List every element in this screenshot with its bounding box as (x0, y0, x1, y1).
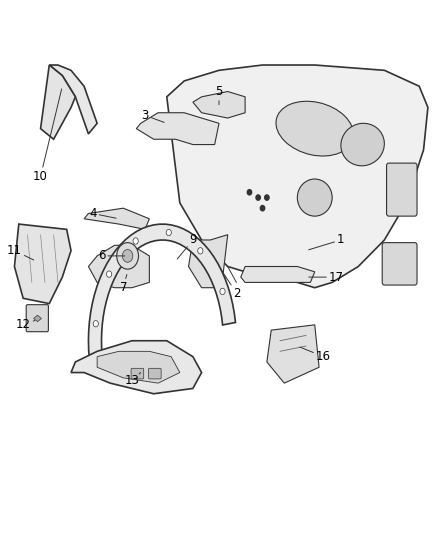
FancyBboxPatch shape (26, 305, 48, 332)
Circle shape (133, 238, 138, 244)
Polygon shape (267, 325, 319, 383)
Polygon shape (97, 351, 180, 383)
Circle shape (220, 288, 225, 295)
Text: 3: 3 (141, 109, 164, 123)
Text: 10: 10 (33, 89, 62, 183)
Polygon shape (41, 65, 75, 139)
Text: 6: 6 (98, 249, 125, 262)
Circle shape (93, 320, 99, 327)
Polygon shape (193, 92, 245, 118)
Circle shape (122, 249, 133, 262)
Text: 11: 11 (7, 244, 34, 260)
Polygon shape (136, 113, 219, 144)
FancyBboxPatch shape (387, 163, 417, 216)
Circle shape (166, 229, 171, 236)
Polygon shape (34, 316, 42, 321)
Polygon shape (188, 235, 228, 288)
Circle shape (265, 195, 269, 200)
Text: 7: 7 (120, 274, 127, 294)
Circle shape (106, 271, 112, 277)
Circle shape (260, 206, 265, 211)
FancyBboxPatch shape (382, 243, 417, 285)
Text: 4: 4 (89, 207, 116, 220)
Polygon shape (14, 224, 71, 304)
Circle shape (256, 195, 260, 200)
Circle shape (117, 243, 138, 269)
FancyBboxPatch shape (131, 368, 144, 379)
Polygon shape (84, 208, 149, 229)
Ellipse shape (297, 179, 332, 216)
Polygon shape (167, 65, 428, 288)
Text: 16: 16 (300, 347, 331, 363)
Polygon shape (88, 224, 236, 359)
Text: 1: 1 (309, 233, 345, 250)
FancyBboxPatch shape (148, 368, 161, 379)
Ellipse shape (276, 101, 353, 156)
Circle shape (198, 248, 203, 254)
Text: 2: 2 (220, 269, 240, 300)
Ellipse shape (341, 123, 385, 166)
Text: 5: 5 (215, 85, 223, 104)
Polygon shape (88, 245, 149, 288)
Polygon shape (241, 266, 315, 282)
Text: 13: 13 (124, 373, 141, 387)
Circle shape (247, 190, 252, 195)
Text: 17: 17 (309, 271, 344, 284)
Text: 12: 12 (16, 318, 35, 332)
Polygon shape (71, 341, 201, 394)
Text: 9: 9 (177, 233, 197, 259)
Polygon shape (49, 65, 97, 134)
